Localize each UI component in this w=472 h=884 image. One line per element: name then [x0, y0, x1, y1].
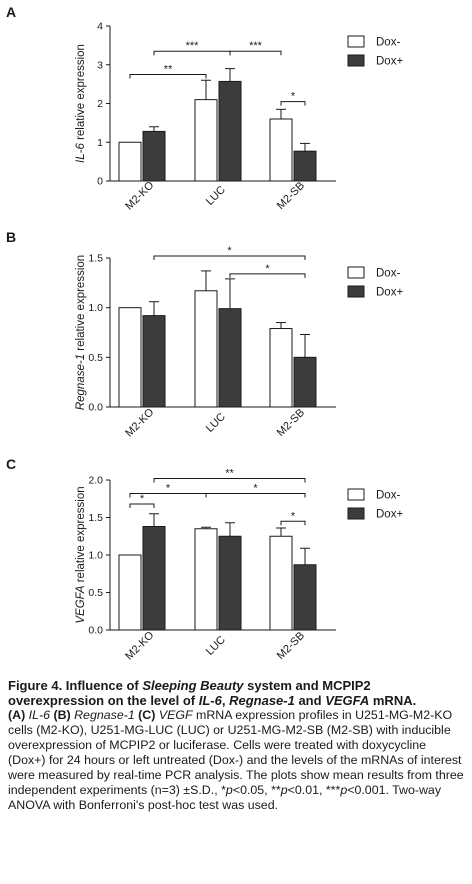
bar-dox-minus — [194, 528, 218, 631]
significance-label: *** — [249, 40, 263, 52]
significance-bracket — [129, 503, 155, 508]
bar-dox-minus — [194, 290, 218, 408]
legend-label-dox-plus: Dox+ — [376, 509, 403, 521]
legend-swatch-dox-minus — [347, 266, 365, 279]
bar-dox-plus — [218, 80, 242, 182]
legend-swatch-dox-plus — [347, 507, 365, 520]
significance-bracket — [280, 101, 306, 106]
significance-label: * — [227, 245, 232, 257]
significance-label: ** — [164, 63, 173, 75]
y-tick-label: 1.5 — [88, 512, 103, 524]
y-tick-label: 0.5 — [88, 587, 103, 599]
significance-bracket — [129, 73, 207, 79]
x-tick-label: M2-SB — [275, 180, 307, 212]
x-tick-label: LUC — [204, 411, 228, 435]
figure-caption: Figure 4. Influence of Sleeping Beauty s… — [8, 678, 466, 813]
bar-dox-plus — [293, 356, 317, 408]
y-tick-label: 1.0 — [88, 302, 103, 314]
legend-label-dox-minus: Dox- — [376, 37, 400, 49]
bar-dox-plus — [142, 130, 166, 182]
panel-label-a: A — [6, 4, 17, 20]
y-axis-label: VEGFA relative expression — [75, 486, 87, 623]
x-tick-label: M2-KO — [123, 179, 156, 212]
legend-swatch-dox-minus — [347, 488, 365, 501]
bar-dox-minus — [269, 535, 293, 631]
x-tick-label: LUC — [204, 184, 228, 208]
legend-swatch-dox-minus — [347, 35, 365, 48]
y-tick-label: 4 — [97, 21, 103, 33]
x-tick-label: M2-KO — [123, 406, 156, 439]
significance-label: * — [291, 510, 296, 522]
significance-label: * — [265, 263, 270, 275]
panel-label-c: C — [6, 456, 17, 472]
bar-dox-plus — [218, 308, 242, 408]
y-axis-label: Regnase-1 relative expression — [75, 255, 87, 410]
significance-bracket — [153, 478, 306, 483]
bar-dox-minus — [269, 328, 293, 408]
bar-dox-plus — [293, 564, 317, 631]
significance-bracket — [280, 520, 306, 526]
y-tick-label: 0.5 — [88, 352, 103, 364]
bar-dox-minus — [118, 554, 142, 631]
significance-bracket — [205, 493, 306, 498]
caption-title: Figure 4. Influence of Sleeping Beauty s… — [8, 678, 417, 708]
y-tick-label: 1.0 — [88, 550, 103, 562]
x-tick-label: M2-SB — [275, 630, 307, 662]
y-tick-label: 2 — [97, 98, 103, 110]
legend-label-dox-plus: Dox+ — [376, 56, 403, 68]
bar-dox-plus — [218, 535, 242, 631]
legend-label-dox-minus: Dox- — [376, 490, 400, 502]
bar-dox-minus — [118, 141, 142, 182]
legend-swatch-dox-plus — [347, 285, 365, 298]
significance-label: * — [166, 483, 171, 495]
significance-bracket — [229, 273, 306, 278]
significance-label: * — [253, 483, 258, 495]
panel-label-b: B — [6, 229, 17, 245]
significance-label: * — [140, 493, 145, 505]
bar-dox-minus — [194, 99, 218, 182]
chart-il6: 0 1 2 3 4 IL-6 relative expression M2-KO LUC M2-… — [75, 21, 403, 213]
y-tick-label: 0.0 — [88, 402, 103, 414]
significance-label: * — [291, 91, 296, 103]
significance-bracket — [229, 50, 282, 56]
bar-dox-plus — [142, 315, 166, 408]
caption-body: (A) IL-6 (B) Regnase-1 (C) VEGF mRNA exp… — [8, 708, 464, 812]
x-tick-label: M2-SB — [275, 407, 307, 439]
x-tick-label: M2-KO — [123, 629, 156, 662]
significance-bracket — [153, 255, 306, 261]
x-tick-label: LUC — [204, 634, 228, 658]
bar-dox-plus — [293, 150, 317, 182]
y-axis-label: IL-6 relative expression — [75, 44, 87, 163]
y-tick-label: 2.0 — [88, 475, 103, 487]
significance-label: *** — [186, 40, 200, 52]
legend-label-dox-minus: Dox- — [376, 268, 400, 280]
y-tick-label: 0 — [97, 176, 103, 188]
bar-dox-minus — [118, 307, 142, 408]
y-tick-label: 3 — [97, 59, 103, 71]
significance-label: ** — [225, 468, 234, 480]
legend-swatch-dox-plus — [347, 54, 365, 67]
y-tick-label: 1.5 — [88, 253, 103, 265]
y-tick-label: 0.0 — [88, 625, 103, 637]
bar-dox-plus — [142, 526, 166, 631]
legend-label-dox-plus: Dox+ — [376, 287, 403, 299]
y-tick-label: 1 — [97, 137, 103, 149]
bar-dox-minus — [269, 118, 293, 182]
